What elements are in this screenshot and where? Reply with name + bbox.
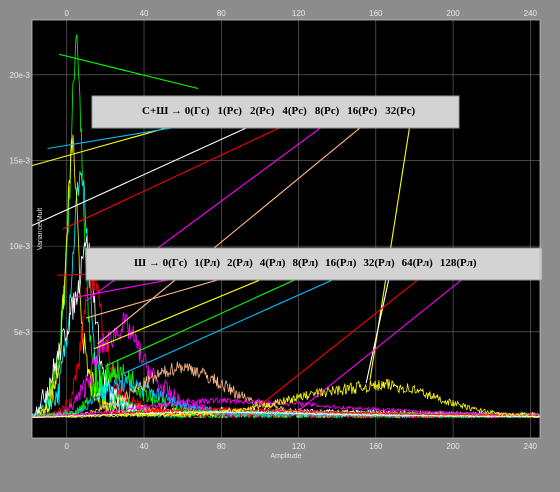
- legend-entry: 32(Рс): [385, 105, 415, 117]
- legend-entry: 128(Рл): [440, 257, 477, 269]
- legend-entry: 4(Рс): [282, 105, 307, 117]
- series-line-13: [32, 411, 540, 418]
- x-tick-label: 80: [217, 442, 226, 451]
- legend-pointer-line: [93, 270, 282, 350]
- x-tick-label: 200: [446, 442, 460, 451]
- x-tick-label-top: 0: [65, 9, 70, 18]
- legend-pointer-line: [365, 270, 392, 384]
- x-tick-label-top: 120: [292, 9, 306, 18]
- series-layer: [31, 34, 540, 419]
- legend-entry: 16(Рл): [325, 257, 357, 269]
- x-tick-label-top: 200: [446, 9, 460, 18]
- x-tick-label: 240: [524, 442, 538, 451]
- y-tick-label: 5e-3: [14, 328, 31, 337]
- legend-pointer-line-extra: [58, 53, 199, 90]
- legend-entry: 1(Рл): [194, 257, 220, 269]
- y-tick-label: 15e-3: [10, 156, 31, 165]
- legend-box-2: [85, 247, 543, 281]
- legend-entry: 16(Рс): [347, 105, 377, 117]
- series-line-12: [32, 378, 540, 419]
- x-tick-label: 120: [292, 442, 306, 451]
- legend-entry: С+Ш → 0(Гс): [142, 105, 210, 117]
- y-tick-label: 10e-3: [10, 242, 31, 251]
- series-line-10: [32, 397, 540, 419]
- legend-entry: Ш → 0(Гс): [134, 257, 188, 269]
- legend-entry: 2(Рл): [227, 257, 253, 269]
- legend-layer: С+Ш → 0(Гс) 1(Рс) 2(Рс) 4(Рс) 8(Рс) 16(Рс) 32(…: [85, 95, 543, 281]
- x-tick-label-top: 40: [140, 9, 149, 18]
- legend-pointer-line: [120, 270, 353, 376]
- legend-entry: 32(Рл): [363, 257, 395, 269]
- legend-pointer-line: [97, 116, 374, 345]
- legend-entry: 4(Рл): [260, 257, 286, 269]
- legend-entry: 8(Рл): [292, 257, 318, 269]
- legend-entry: 8(Рс): [315, 105, 340, 117]
- legend-entry: 1(Рс): [218, 105, 243, 117]
- legend-box-1: [91, 95, 460, 129]
- x-tick-label-top: 160: [369, 9, 383, 18]
- legend-pointer-line: [298, 270, 473, 412]
- legend-entry: 2(Рс): [250, 105, 275, 117]
- y-axis-label: Variance Mult: [37, 208, 44, 250]
- legend-pointer-line: [62, 116, 304, 230]
- series-line-11: [32, 406, 540, 418]
- x-axis-label: Amplitude: [270, 453, 301, 460]
- x-tick-label: 0: [65, 442, 70, 451]
- x-tick-label-top: 80: [217, 9, 226, 18]
- legend-pointer-line: [105, 270, 315, 367]
- y-tick-label: 20e-3: [10, 71, 31, 80]
- x-tick-label-top: 240: [524, 9, 538, 18]
- legend-pointer-line: [259, 270, 430, 406]
- legend-pointer-line: [31, 116, 271, 227]
- legend-entry: 64(Рл): [402, 257, 434, 269]
- axes-layer: 0 0 40 40 80 80 120 120 160 160 200 200 240 240 5e-3 10…: [10, 9, 541, 451]
- plot-area: [32, 20, 540, 438]
- x-tick-label: 160: [369, 442, 383, 451]
- plot-border: [31, 19, 541, 439]
- x-tick-label: 40: [140, 442, 149, 451]
